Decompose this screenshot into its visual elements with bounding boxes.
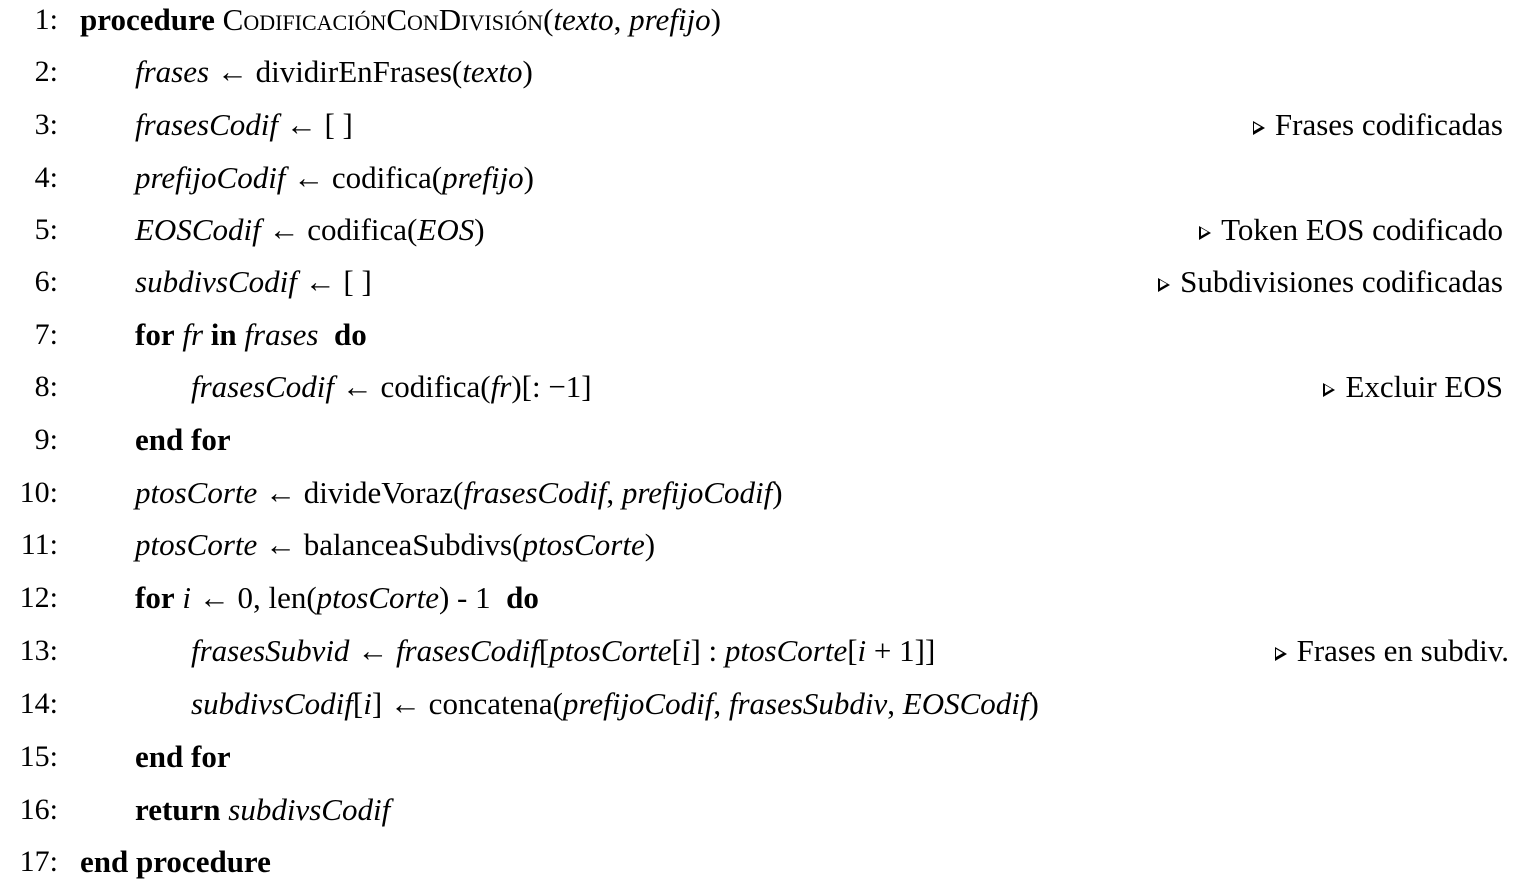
line-number: 17: — [19, 845, 58, 878]
algorithm-line: 1: procedure CodificaciónConDivisión(tex… — [0, 0, 1517, 52]
line-number: 15: — [19, 740, 58, 773]
comment-text: Frases en subdiv. — [1296, 633, 1509, 668]
line-number: 1: — [34, 3, 58, 36]
line-code: frases ← dividirEnFrases(texto) — [135, 54, 533, 89]
line-code: end procedure — [80, 844, 271, 879]
line-comment: Frases en subdiv. — [1274, 631, 1509, 671]
line-comment: Excluir EOS — [1323, 367, 1503, 407]
line-code: end for — [135, 739, 231, 774]
algorithm-line: 15: end for — [0, 737, 1517, 789]
line-comment: Subdivisiones codificadas — [1158, 262, 1503, 302]
line-number: 16: — [19, 793, 58, 826]
algorithm-line: 6: subdivsCodif ← [ ] Subdivisiones codi… — [0, 262, 1517, 314]
line-code: ptosCorte ← balanceaSubdivs(ptosCorte) — [135, 527, 656, 562]
algorithm-line: 14: subdivsCodif[i] ← concatena(prefijoC… — [0, 684, 1517, 736]
comment-text: Subdivisiones codificadas — [1180, 264, 1503, 299]
algorithm-line: 7: for fr in frases do — [0, 315, 1517, 367]
line-comment: Token EOS codificado — [1199, 210, 1503, 250]
comment-text: Excluir EOS — [1345, 369, 1503, 404]
comment-triangle-icon — [1199, 225, 1212, 240]
line-number: 11: — [20, 528, 58, 561]
line-number: 10: — [19, 476, 58, 509]
line-code: ptosCorte ← divideVoraz(frasesCodif, pre… — [135, 475, 783, 510]
line-number: 14: — [19, 687, 58, 720]
line-number: 4: — [34, 161, 58, 194]
line-number: 8: — [34, 370, 58, 403]
line-code: EOSCodif ← codifica(EOS) — [135, 212, 485, 247]
line-number: 13: — [19, 634, 58, 667]
line-code: frasesCodif ← [ ] — [135, 107, 353, 142]
algorithm-line: 3: frasesCodif ← [ ] Frases codificadas — [0, 105, 1517, 157]
line-code: for fr in frases do — [135, 317, 367, 352]
algorithm-line: 10: ptosCorte ← divideVoraz(frasesCodif,… — [0, 473, 1517, 525]
line-number: 7: — [34, 318, 58, 351]
algorithm-line: 12: for i ← 0, len(ptosCorte) - 1 do — [0, 578, 1517, 630]
algorithm-line: 4: prefijoCodif ← codifica(prefijo) — [0, 158, 1517, 210]
algorithm-line: 13: frasesSubvid ← frasesCodif[ptosCorte… — [0, 631, 1517, 683]
line-number: 9: — [34, 423, 58, 456]
line-comment: Frases codificadas — [1252, 105, 1503, 145]
line-code: frasesCodif ← codifica(fr)[: −1] — [191, 369, 592, 404]
line-code: for i ← 0, len(ptosCorte) - 1 do — [135, 580, 539, 615]
algorithm-line: 8: frasesCodif ← codifica(fr)[: −1] Excl… — [0, 367, 1517, 419]
line-code: subdivsCodif ← [ ] — [135, 264, 372, 299]
line-code: prefijoCodif ← codifica(prefijo) — [135, 160, 534, 195]
algorithm-line: 11: ptosCorte ← balanceaSubdivs(ptosCort… — [0, 525, 1517, 577]
line-code: subdivsCodif[i] ← concatena(prefijoCodif… — [191, 686, 1039, 721]
line-code: procedure CodificaciónConDivisión(texto,… — [80, 2, 721, 37]
line-number: 2: — [34, 55, 58, 88]
algorithm-line: 17: end procedure — [0, 842, 1517, 894]
algorithm-line: 16: return subdivsCodif — [0, 790, 1517, 842]
line-number: 5: — [34, 213, 58, 246]
line-number: 12: — [19, 581, 58, 614]
comment-triangle-icon — [1252, 120, 1265, 135]
line-number: 3: — [34, 108, 58, 141]
line-code: frasesSubvid ← frasesCodif[ptosCorte[i] … — [191, 633, 936, 668]
comment-triangle-icon — [1158, 277, 1171, 292]
comment-text: Token EOS codificado — [1221, 212, 1503, 247]
algorithm-line: 9: end for — [0, 420, 1517, 472]
algorithm-line: 5: EOSCodif ← codifica(EOS) Token EOS co… — [0, 210, 1517, 262]
line-number: 6: — [34, 265, 58, 298]
algorithm-line: 2: frases ← dividirEnFrases(texto) — [0, 52, 1517, 104]
comment-text: Frases codificadas — [1274, 107, 1503, 142]
line-code: return subdivsCodif — [135, 792, 391, 827]
comment-triangle-icon — [1274, 646, 1287, 661]
comment-triangle-icon — [1323, 382, 1336, 397]
line-code: end for — [135, 422, 231, 457]
